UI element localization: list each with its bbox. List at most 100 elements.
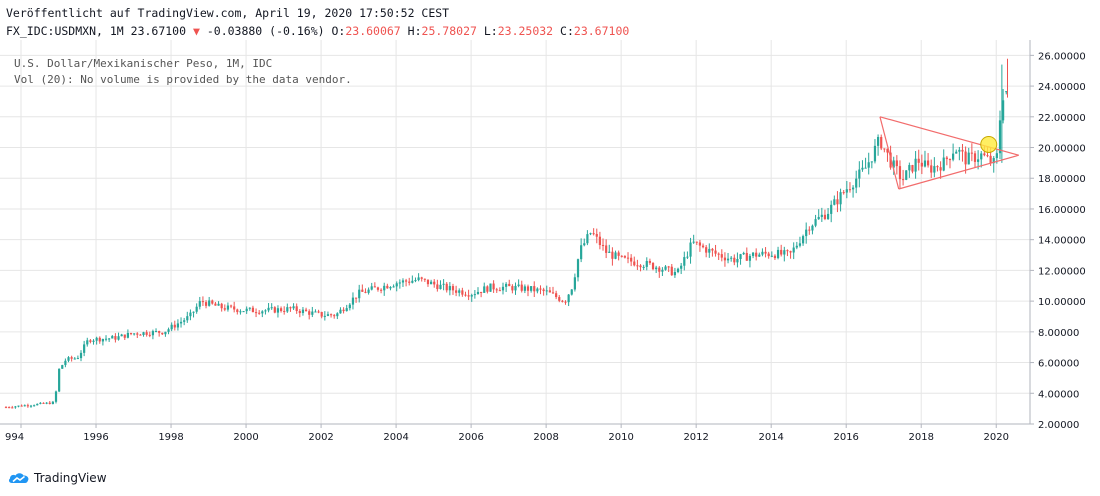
candle-body <box>923 160 927 167</box>
candle-body <box>370 286 373 290</box>
candle-body <box>973 153 977 162</box>
candle-body <box>711 248 714 251</box>
candle-body <box>92 340 95 342</box>
candle-body <box>811 225 814 231</box>
candle-body <box>867 162 870 168</box>
candle-body <box>179 321 183 324</box>
series-legend: U.S. Dollar/Mexikanischer Peso, 1M, IDC <box>14 57 273 70</box>
candle-body <box>445 283 448 291</box>
candle-body <box>104 338 108 340</box>
candle-body <box>98 337 101 342</box>
candle-body <box>961 149 964 152</box>
candle-body <box>908 165 911 171</box>
price-axis[interactable]: 2.00000 4.00000 6.00000 8.00000 10.00000 12.0… <box>1030 51 1086 431</box>
candle-body <box>279 308 283 311</box>
candle-body <box>842 192 845 194</box>
candle-body <box>501 286 505 291</box>
x-tick-label: 2000 <box>233 432 258 443</box>
y-tick-label: 18.00000 <box>1038 174 1086 185</box>
candle-body <box>348 304 351 309</box>
candle-body <box>354 297 358 299</box>
candle-body <box>264 310 267 312</box>
candle-body <box>801 236 805 244</box>
candle-body <box>129 332 133 335</box>
candle-body <box>608 251 611 253</box>
candle-body <box>667 266 670 268</box>
last-price: 23.67100 <box>130 24 187 38</box>
candle-body <box>108 338 111 340</box>
time-axis[interactable]: 994 1996 1998 2000 2002 2004 2006 2008 2010 2012 2… <box>5 424 1009 443</box>
candle-body <box>633 261 636 266</box>
candle-body <box>861 167 864 170</box>
high-label: H: <box>407 24 422 38</box>
candle-body <box>833 199 836 205</box>
symbol-label: FX_IDC:USDMXN, 1M <box>6 24 124 38</box>
candle-body <box>870 161 873 163</box>
candle-body <box>186 316 189 321</box>
candle-body <box>551 292 555 294</box>
candle-body <box>489 283 492 292</box>
candle-body <box>276 308 280 313</box>
candle-body <box>67 357 70 361</box>
candle-body <box>395 283 398 287</box>
candle-body <box>883 148 886 150</box>
candle-body <box>855 178 858 188</box>
candle-body <box>220 303 223 309</box>
candle-body <box>948 159 952 161</box>
candle-body <box>204 302 208 306</box>
candle-body <box>95 337 98 341</box>
candle-body <box>26 405 29 407</box>
candle-body <box>476 291 480 295</box>
candle-body <box>661 269 664 272</box>
candle-body <box>164 331 167 335</box>
candle-body <box>470 295 473 297</box>
y-tick-label: 24.00000 <box>1038 82 1086 93</box>
candle-body <box>458 290 461 293</box>
candle-body <box>173 324 176 328</box>
candle-body <box>995 153 998 159</box>
candle-body <box>448 286 451 291</box>
low-value: 23.25032 <box>497 24 554 38</box>
candle-body <box>42 402 45 404</box>
candle-body <box>401 280 405 283</box>
candle-body <box>120 334 123 337</box>
candle-body <box>289 307 292 309</box>
candle-body <box>79 352 83 359</box>
candle-body <box>226 305 230 310</box>
candle-body <box>170 324 173 330</box>
x-tick-label: 1996 <box>83 432 108 443</box>
candle-body <box>576 259 580 278</box>
candle-body <box>39 402 42 404</box>
candle-body <box>261 311 264 314</box>
candle-body <box>126 332 130 338</box>
candle-body <box>664 266 667 270</box>
candle-body <box>623 256 627 258</box>
candle-body <box>133 333 136 335</box>
candle-body <box>814 219 817 226</box>
candle-body <box>436 284 439 290</box>
candle-body <box>751 252 755 256</box>
x-tick-label: 2016 <box>833 432 858 443</box>
candle-body <box>651 262 655 270</box>
candle-body <box>761 251 764 255</box>
x-tick-label: 2006 <box>458 432 483 443</box>
candle-body <box>648 260 652 263</box>
price-chart[interactable]: 2.00000 4.00000 6.00000 8.00000 10.00000 12.0… <box>0 40 1100 464</box>
tradingview-logo[interactable]: TradingView <box>8 469 107 487</box>
candle-body <box>901 179 905 181</box>
candle-body <box>580 245 583 260</box>
candle-body <box>936 166 939 168</box>
candle-body <box>398 282 401 284</box>
candle-body <box>730 257 733 259</box>
candle-body <box>817 216 820 220</box>
candle-body <box>933 166 936 173</box>
candle-body <box>876 136 880 146</box>
candle-body <box>239 311 242 313</box>
candle-body <box>858 169 861 179</box>
candle-body <box>645 260 648 267</box>
candle-body <box>145 332 148 335</box>
candle-body <box>630 257 633 262</box>
close-label: C: <box>560 24 574 38</box>
candle-body <box>805 229 808 237</box>
candle-body <box>776 249 780 259</box>
